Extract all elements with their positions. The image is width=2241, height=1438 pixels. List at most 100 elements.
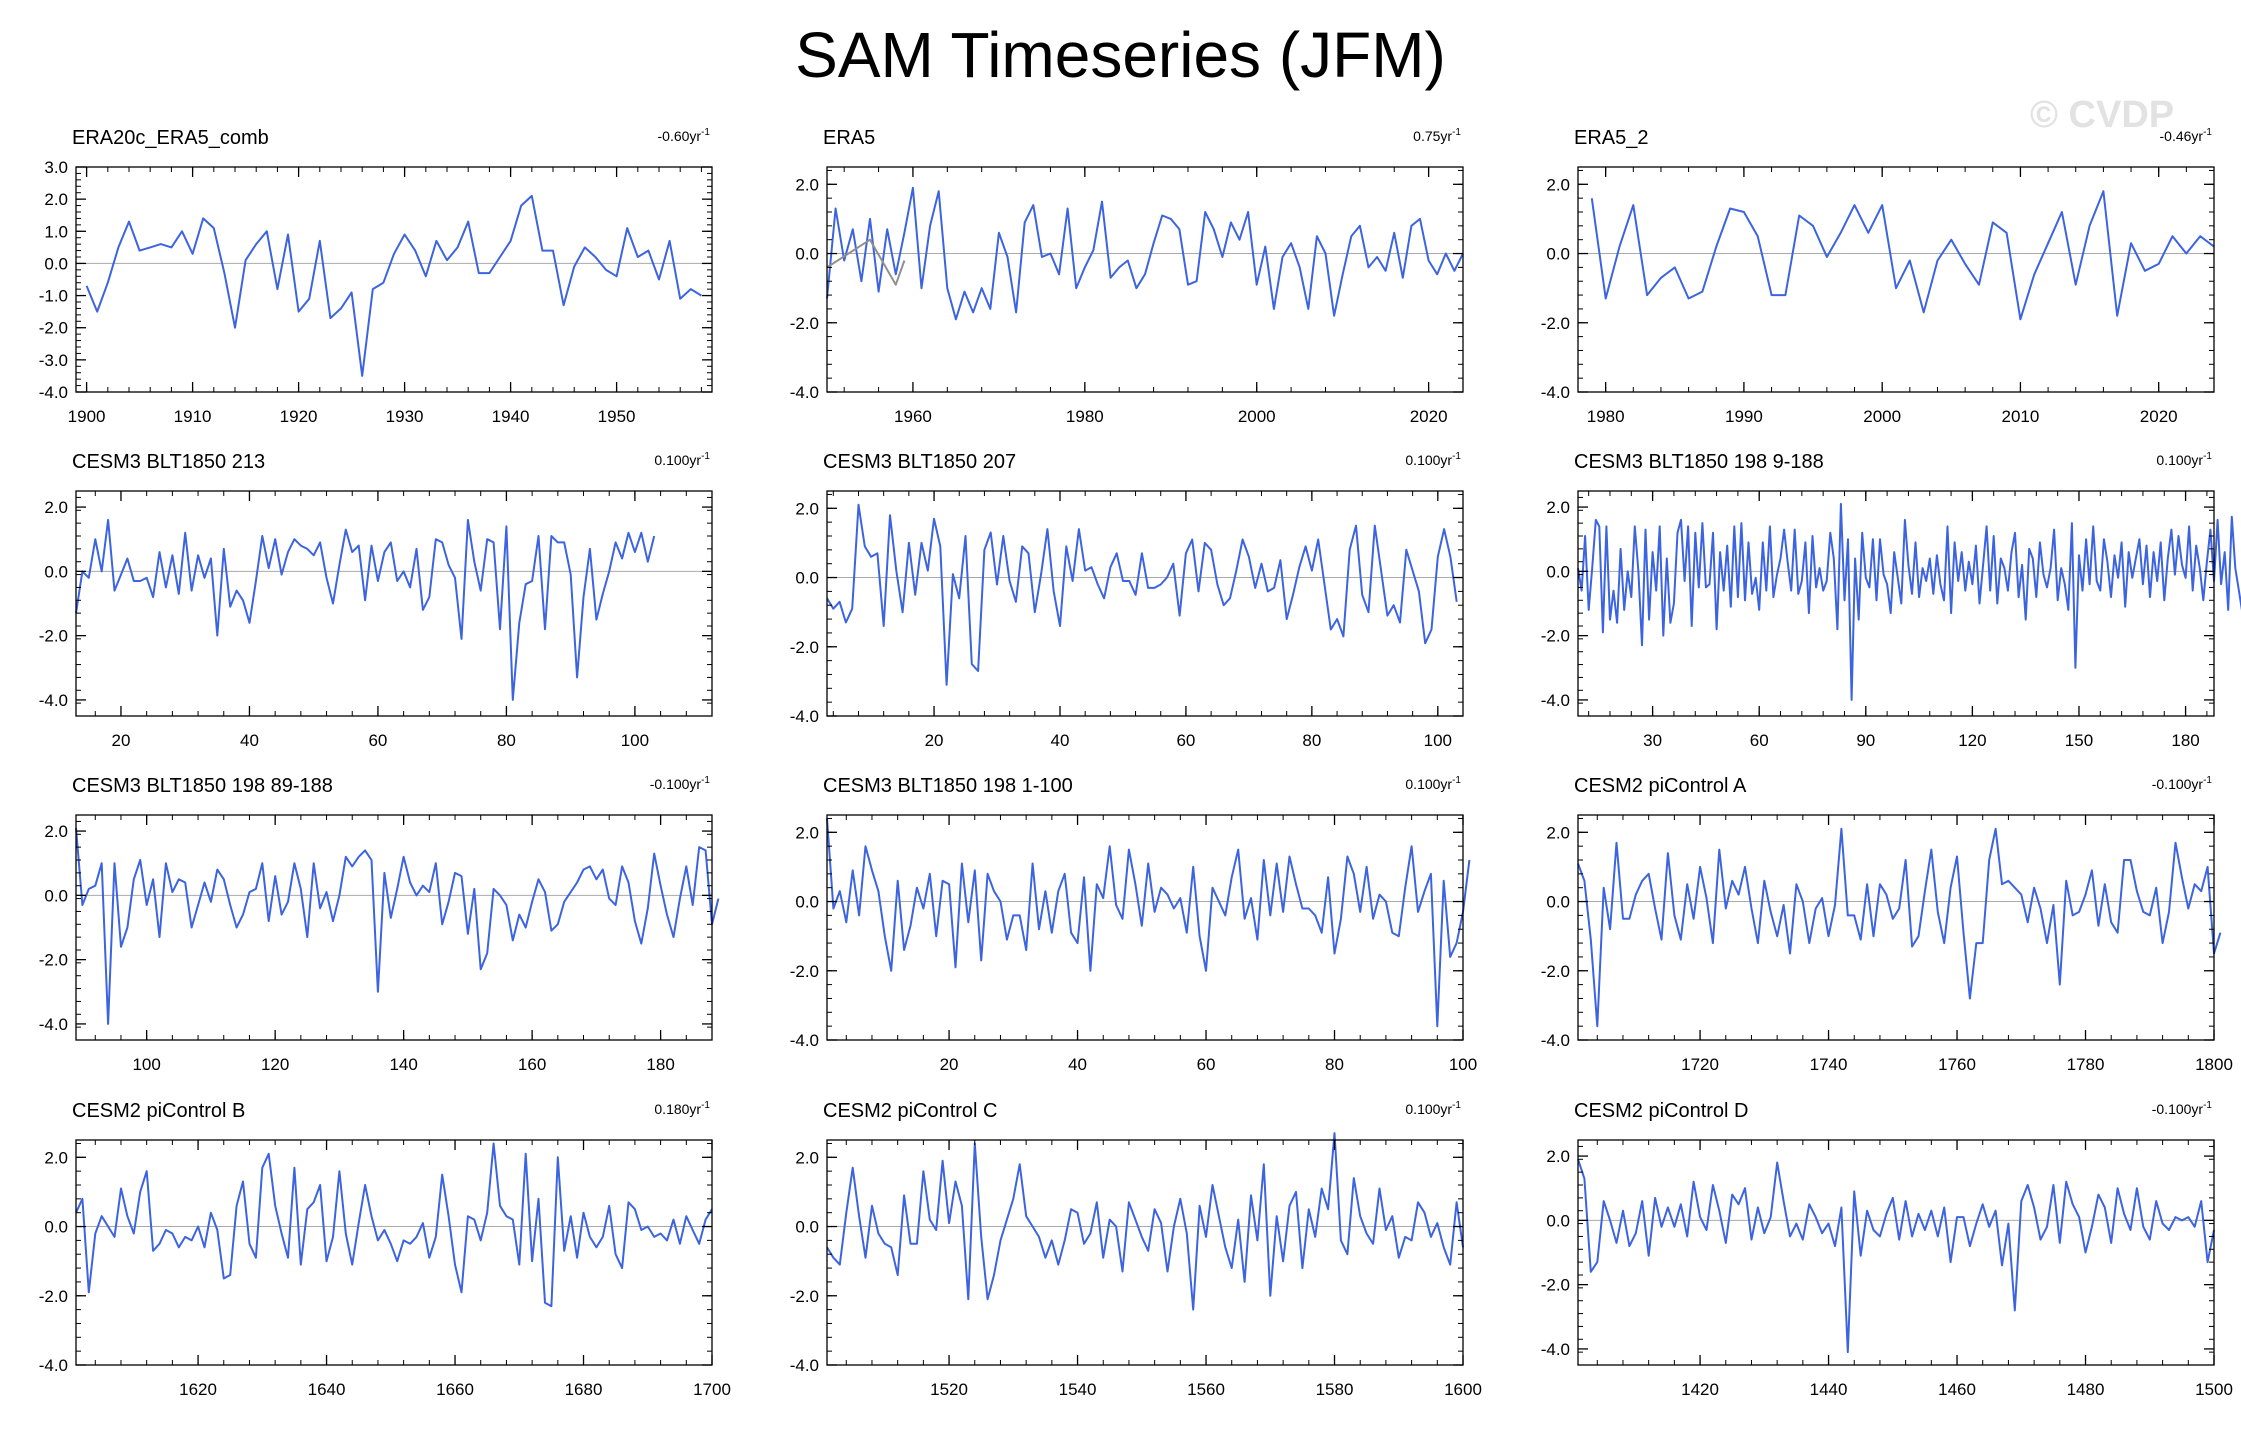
trend-label: 0.180yr-1 (654, 1100, 710, 1117)
trend-value: 0.180yr (654, 1101, 701, 1117)
y-tick-label: 2.0 (1546, 498, 1570, 517)
y-tick-label: -2.0 (39, 319, 68, 338)
x-tick-label: 1680 (565, 1380, 603, 1399)
y-tick-label: -2.0 (1541, 1276, 1570, 1295)
x-tick-label: 1580 (1316, 1380, 1354, 1399)
x-tick-label: 100 (132, 1055, 160, 1074)
trend-label: 0.100yr-1 (1405, 1100, 1461, 1117)
chart-panel-8: CESM3 BLT1850 198 1-100 0.100yr-1 2.0 0.0 -2… (790, 775, 1477, 1074)
series-line (1590, 190, 2215, 321)
x-tick-label: 1520 (930, 1380, 968, 1399)
x-tick-label: 60 (1197, 1055, 1216, 1074)
trend-value: 0.100yr (1405, 452, 1452, 468)
y-tick-label: 0.0 (1546, 562, 1570, 581)
y-tick-label: -4.0 (1541, 1031, 1570, 1050)
x-tick-label: 30 (1643, 731, 1662, 750)
x-tick-label: 20 (112, 731, 131, 750)
plot-frame (75, 1139, 713, 1366)
series-line (826, 186, 1464, 321)
y-tick-label: -4.0 (39, 1015, 68, 1034)
trend-value: -0.100yr (2152, 1101, 2204, 1117)
y-tick-label: -4.0 (790, 383, 819, 402)
y-tick-label: 0.0 (44, 254, 68, 273)
trend-superscript: -1 (701, 127, 710, 138)
plot-frame (826, 166, 1464, 393)
x-tick-label: 90 (1856, 731, 1875, 750)
panel-title: CESM3 BLT1850 213 (72, 451, 265, 473)
y-tick-label: 2.0 (795, 1148, 819, 1167)
trend-superscript: -1 (2203, 1100, 2212, 1111)
y-tick-label: -4.0 (39, 691, 68, 710)
plot-frame (826, 814, 1464, 1041)
chart-panel-2: ERA5 0.75yr-1 2.0 0.0 -2.0 -4.0 1960 1980 2000 20… (790, 127, 1464, 426)
panel-title: CESM2 piControl A (1574, 775, 1747, 797)
x-tick-label: 40 (1051, 731, 1070, 750)
series-line (1577, 1158, 2215, 1354)
x-tick-label: 1720 (1681, 1055, 1719, 1074)
x-tick-label: 1500 (2195, 1380, 2233, 1399)
trend-label: 0.100yr-1 (1405, 775, 1461, 792)
y-tick-label: 1.0 (44, 222, 68, 241)
x-tick-label: 1640 (308, 1380, 346, 1399)
chart-panel-6: CESM3 BLT1850 198 9-188 0.100yr-1 2.0 0.0 -2… (1541, 451, 2241, 750)
y-tick-label: -2.0 (790, 1287, 819, 1306)
chart-panel-1: ERA20c_ERA5_comb -0.60yr-1 3.0 2.0 1.0 0.0 -1.… (39, 127, 713, 426)
y-tick-label: -2.0 (1541, 314, 1570, 333)
x-tick-label: 60 (1750, 731, 1769, 750)
chart-panel-12: CESM2 piControl D -0.100yr-1 2.0 0.0 -2.0 -4.… (1541, 1100, 2233, 1399)
x-tick-label: 80 (497, 731, 516, 750)
plot-frame (75, 490, 713, 717)
trend-label: -0.100yr-1 (650, 775, 711, 792)
trend-label: 0.100yr-1 (1405, 451, 1461, 468)
plot-frame (1577, 814, 2215, 1041)
y-tick-label: -3.0 (39, 351, 68, 370)
y-tick-label: -4.0 (790, 707, 819, 726)
x-tick-label: 2000 (1238, 407, 1276, 426)
trend-value: 0.100yr (654, 452, 701, 468)
x-tick-label: 1540 (1059, 1380, 1097, 1399)
trend-value: 0.100yr (1405, 1101, 1452, 1117)
x-tick-label: 40 (240, 731, 259, 750)
x-tick-label: 180 (646, 1055, 674, 1074)
y-tick-label: 2.0 (1546, 175, 1570, 194)
trend-superscript: -1 (1452, 775, 1461, 786)
y-tick-label: -4.0 (1541, 383, 1570, 402)
y-tick-label: 0.0 (795, 893, 819, 912)
x-tick-label: 1940 (492, 407, 530, 426)
x-tick-label: 1700 (693, 1380, 731, 1399)
x-tick-label: 1560 (1187, 1380, 1225, 1399)
chart-panel-9: CESM2 piControl A -0.100yr-1 2.0 0.0 -2.0 -4.… (1541, 775, 2233, 1074)
x-tick-label: 2020 (1410, 407, 1448, 426)
trend-value: 0.100yr (1405, 776, 1452, 792)
x-tick-label: 150 (2065, 731, 2093, 750)
series-line (826, 503, 1458, 686)
y-tick-label: 2.0 (795, 499, 819, 518)
y-tick-label: 2.0 (44, 190, 68, 209)
series-line (826, 1132, 1464, 1311)
plot-frame (826, 1139, 1464, 1366)
y-tick-label: 0.0 (44, 886, 68, 905)
trend-superscript: -1 (701, 1100, 710, 1111)
y-tick-label: 0.0 (1546, 893, 1570, 912)
y-tick-label: -4.0 (790, 1356, 819, 1375)
y-tick-label: -4.0 (1541, 1340, 1570, 1359)
trend-value: -0.100yr (650, 776, 702, 792)
x-tick-label: 1480 (2067, 1380, 2105, 1399)
x-tick-label: 1900 (68, 407, 106, 426)
x-tick-label: 60 (1176, 731, 1195, 750)
plot-frame (1577, 490, 2215, 717)
x-tick-label: 2010 (2002, 407, 2040, 426)
y-tick-label: -2.0 (790, 638, 819, 657)
trend-value: 0.75yr (1413, 128, 1452, 144)
y-tick-label: -4.0 (39, 383, 68, 402)
trend-label: 0.100yr-1 (2156, 451, 2212, 468)
trend-label: -0.100yr-1 (2152, 775, 2213, 792)
series-line (75, 1142, 713, 1308)
x-tick-label: 1930 (386, 407, 424, 426)
plot-frame (75, 166, 713, 393)
chart-panel-11: CESM2 piControl C 0.100yr-1 2.0 0.0 -2.0 -4.0… (790, 1100, 1482, 1399)
trend-label: 0.75yr-1 (1413, 127, 1461, 144)
trend-superscript: -1 (2203, 451, 2212, 462)
panel-title: CESM3 BLT1850 198 1-100 (823, 775, 1073, 797)
x-tick-label: 1760 (1938, 1055, 1976, 1074)
